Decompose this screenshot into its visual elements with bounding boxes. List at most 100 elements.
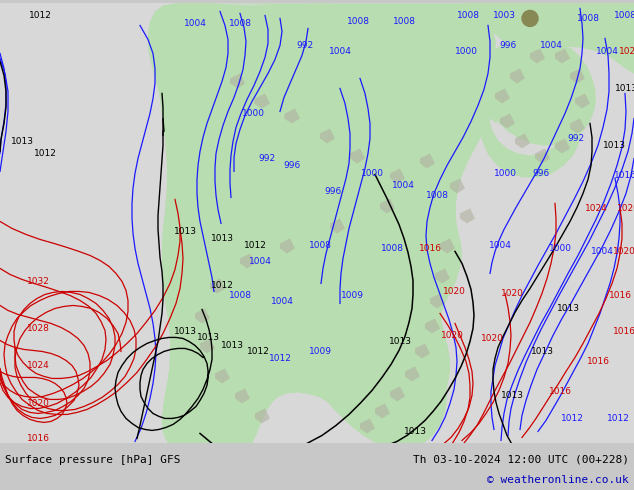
Polygon shape <box>510 69 525 83</box>
Text: 1004: 1004 <box>540 41 562 50</box>
Polygon shape <box>240 253 255 269</box>
Polygon shape <box>530 49 545 63</box>
Text: Th 03-10-2024 12:00 UTC (00+228): Th 03-10-2024 12:00 UTC (00+228) <box>413 455 629 465</box>
Text: 1000: 1000 <box>361 169 384 178</box>
Polygon shape <box>420 153 435 169</box>
Text: 1004: 1004 <box>590 247 614 256</box>
Text: 1013: 1013 <box>174 227 197 236</box>
Text: 1020: 1020 <box>481 334 503 343</box>
Polygon shape <box>235 389 250 403</box>
Polygon shape <box>500 114 515 128</box>
Text: 992: 992 <box>567 134 585 143</box>
Polygon shape <box>380 198 395 214</box>
Text: 1013: 1013 <box>389 337 411 346</box>
Text: 1004: 1004 <box>184 19 207 28</box>
Text: 1020: 1020 <box>501 289 524 298</box>
Text: 1013: 1013 <box>403 427 427 436</box>
Text: 1016: 1016 <box>609 291 631 300</box>
Text: 1012: 1012 <box>243 241 266 250</box>
Text: 1004: 1004 <box>392 181 415 190</box>
Text: 1000: 1000 <box>548 244 571 253</box>
Polygon shape <box>350 148 365 164</box>
Text: 1000: 1000 <box>455 47 477 56</box>
Circle shape <box>522 10 538 26</box>
Text: 1008: 1008 <box>347 17 370 26</box>
Text: 1008: 1008 <box>456 11 479 20</box>
Text: 1013: 1013 <box>11 137 34 146</box>
Text: 992: 992 <box>297 41 314 50</box>
Polygon shape <box>450 178 465 194</box>
Text: 1012: 1012 <box>607 414 630 423</box>
Text: 1008: 1008 <box>380 244 403 253</box>
Text: 1013: 1013 <box>377 447 399 456</box>
Text: 1013: 1013 <box>500 391 524 400</box>
Text: 1008: 1008 <box>425 191 448 200</box>
Text: 1013: 1013 <box>27 451 49 460</box>
Polygon shape <box>555 139 570 153</box>
Polygon shape <box>159 3 505 443</box>
Text: 1000: 1000 <box>493 169 517 178</box>
Text: 996: 996 <box>283 161 301 170</box>
Polygon shape <box>255 409 270 423</box>
Text: 996: 996 <box>533 169 550 178</box>
Polygon shape <box>215 3 496 115</box>
Polygon shape <box>230 74 245 88</box>
Text: 1012: 1012 <box>74 461 96 470</box>
Polygon shape <box>430 294 445 308</box>
Text: © weatheronline.co.uk: © weatheronline.co.uk <box>488 475 629 485</box>
Text: 102: 102 <box>619 47 634 56</box>
Text: 1032: 1032 <box>27 277 49 286</box>
Polygon shape <box>475 3 634 146</box>
Text: 1003: 1003 <box>493 11 515 20</box>
Text: 1008: 1008 <box>392 17 415 26</box>
Polygon shape <box>280 239 295 253</box>
Polygon shape <box>390 169 405 183</box>
Text: 1000: 1000 <box>242 109 264 118</box>
Polygon shape <box>570 119 585 133</box>
Text: 1016: 1016 <box>612 327 634 336</box>
Text: Surface pressure [hPa] GFS: Surface pressure [hPa] GFS <box>5 455 181 465</box>
Text: 996: 996 <box>325 187 342 196</box>
Text: 1008: 1008 <box>576 14 600 23</box>
Polygon shape <box>405 367 420 381</box>
Text: 992: 992 <box>259 154 276 163</box>
Polygon shape <box>320 128 335 144</box>
Text: 1004: 1004 <box>489 241 512 250</box>
Text: 1008: 1008 <box>240 457 264 466</box>
Text: 1024: 1024 <box>27 361 49 370</box>
Text: 1012: 1012 <box>29 11 51 20</box>
Text: 1020: 1020 <box>443 287 465 296</box>
Text: 1004: 1004 <box>249 257 271 266</box>
Text: 1012: 1012 <box>560 414 583 423</box>
Text: 1024: 1024 <box>585 204 607 213</box>
Polygon shape <box>435 269 450 283</box>
Text: 1013: 1013 <box>531 347 553 356</box>
Text: 1013: 1013 <box>614 84 634 93</box>
Text: 1016: 1016 <box>548 387 571 396</box>
Text: 1013: 1013 <box>602 141 626 150</box>
Text: 1009: 1009 <box>340 291 363 300</box>
Text: 996: 996 <box>500 41 517 50</box>
Polygon shape <box>254 94 270 108</box>
Text: 1012: 1012 <box>34 149 56 158</box>
Text: 1020: 1020 <box>612 247 634 256</box>
Polygon shape <box>535 148 550 164</box>
Text: 1013: 1013 <box>174 327 197 336</box>
Text: 1008: 1008 <box>228 291 252 300</box>
Text: 1016: 1016 <box>586 357 609 366</box>
Polygon shape <box>215 368 230 384</box>
Polygon shape <box>570 69 585 83</box>
Polygon shape <box>425 318 440 333</box>
Polygon shape <box>330 219 345 233</box>
Polygon shape <box>210 278 225 294</box>
Polygon shape <box>390 387 405 401</box>
Polygon shape <box>200 339 215 353</box>
Polygon shape <box>415 343 430 359</box>
Text: 1013: 1013 <box>221 341 243 350</box>
Text: 1020: 1020 <box>616 204 634 213</box>
Polygon shape <box>375 403 390 418</box>
Polygon shape <box>148 3 493 450</box>
Polygon shape <box>195 308 210 323</box>
Polygon shape <box>515 133 530 148</box>
Text: 1016: 1016 <box>27 434 49 443</box>
